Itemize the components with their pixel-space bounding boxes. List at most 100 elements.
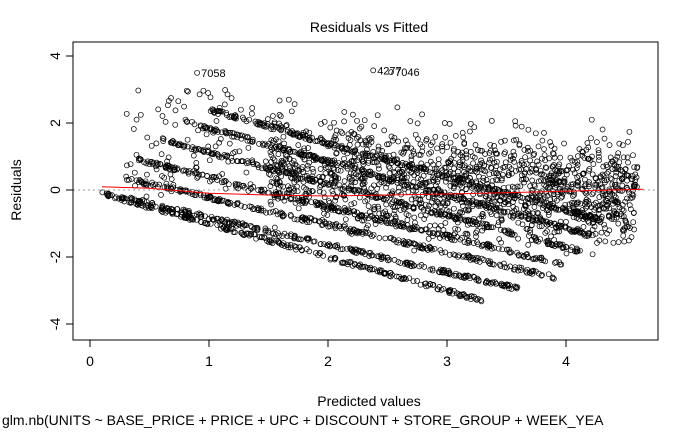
data-point bbox=[407, 118, 414, 124]
data-point bbox=[405, 163, 412, 170]
data-point bbox=[376, 181, 383, 187]
data-point bbox=[361, 117, 368, 124]
data-point bbox=[127, 194, 134, 201]
data-point bbox=[299, 200, 306, 207]
data-point bbox=[452, 180, 458, 187]
data-point bbox=[548, 176, 554, 183]
data-point bbox=[569, 157, 576, 164]
data-point bbox=[571, 170, 578, 176]
data-point bbox=[334, 208, 341, 214]
data-point bbox=[231, 130, 237, 137]
data-point bbox=[352, 179, 359, 185]
data-point bbox=[518, 176, 525, 183]
data-point bbox=[425, 229, 432, 236]
data-point bbox=[223, 109, 230, 116]
data-point bbox=[470, 191, 477, 198]
data-point bbox=[608, 176, 615, 183]
data-point bbox=[401, 182, 408, 189]
data-point bbox=[500, 208, 507, 215]
data-point bbox=[557, 218, 564, 225]
smooth-line bbox=[101, 186, 644, 197]
data-point bbox=[422, 212, 429, 219]
data-point bbox=[629, 191, 636, 198]
data-point bbox=[306, 137, 313, 143]
data-point bbox=[585, 232, 592, 239]
data-point bbox=[185, 88, 191, 95]
data-point bbox=[375, 162, 382, 169]
data-point bbox=[522, 214, 529, 220]
data-point bbox=[512, 118, 519, 125]
data-point bbox=[142, 178, 149, 185]
data-point bbox=[463, 295, 470, 301]
data-point bbox=[371, 159, 378, 166]
data-point bbox=[309, 175, 315, 182]
data-point bbox=[560, 245, 567, 251]
data-point bbox=[160, 136, 167, 142]
data-point bbox=[615, 150, 622, 157]
data-point bbox=[435, 286, 441, 293]
data-point bbox=[153, 140, 160, 147]
data-point bbox=[582, 181, 589, 187]
data-point bbox=[419, 111, 425, 118]
data-point bbox=[369, 152, 376, 159]
data-point bbox=[131, 169, 138, 176]
data-point bbox=[213, 118, 220, 124]
data-point bbox=[451, 237, 458, 244]
data-point bbox=[476, 259, 483, 265]
data-point bbox=[418, 262, 425, 268]
data-point bbox=[408, 196, 415, 203]
data-point bbox=[440, 199, 447, 206]
data-point bbox=[184, 136, 191, 143]
data-point bbox=[172, 107, 179, 114]
data-point bbox=[411, 247, 418, 254]
data-point bbox=[385, 257, 391, 264]
data-point bbox=[438, 211, 444, 218]
data-point bbox=[189, 144, 196, 150]
data-point bbox=[259, 188, 266, 195]
data-point bbox=[328, 180, 335, 186]
data-point bbox=[394, 156, 400, 163]
data-point bbox=[168, 95, 174, 101]
data-point bbox=[590, 161, 597, 167]
data-point bbox=[186, 167, 193, 174]
data-point bbox=[280, 145, 287, 151]
data-point bbox=[376, 172, 383, 179]
data-point bbox=[505, 227, 512, 234]
data-point bbox=[506, 246, 512, 253]
data-point bbox=[418, 243, 424, 250]
data-point bbox=[147, 159, 154, 165]
data-point bbox=[543, 238, 550, 245]
data-point bbox=[544, 237, 551, 244]
data-point bbox=[606, 212, 612, 219]
data-point bbox=[525, 126, 532, 133]
data-point bbox=[195, 127, 201, 134]
data-point bbox=[561, 140, 567, 147]
data-point bbox=[418, 226, 424, 233]
data-point bbox=[551, 236, 557, 243]
data-point bbox=[478, 157, 484, 164]
data-point bbox=[463, 148, 470, 154]
data-point bbox=[394, 179, 401, 186]
data-point bbox=[222, 185, 229, 192]
data-point bbox=[325, 143, 331, 150]
data-point bbox=[207, 126, 214, 133]
data-point bbox=[308, 199, 315, 206]
data-point bbox=[502, 137, 508, 144]
data-point bbox=[492, 191, 498, 198]
data-point bbox=[493, 212, 500, 219]
data-point bbox=[527, 229, 534, 236]
data-point bbox=[383, 184, 389, 191]
data-point bbox=[361, 168, 367, 174]
data-point bbox=[465, 178, 472, 184]
data-point bbox=[404, 141, 411, 148]
data-point bbox=[447, 169, 454, 175]
data-point bbox=[422, 226, 429, 233]
data-point bbox=[461, 216, 468, 223]
data-point bbox=[148, 204, 154, 210]
data-point bbox=[320, 252, 327, 259]
data-point bbox=[207, 178, 213, 185]
data-point bbox=[502, 159, 509, 166]
data-point bbox=[351, 200, 358, 206]
data-point bbox=[282, 152, 289, 158]
data-point bbox=[301, 156, 308, 163]
